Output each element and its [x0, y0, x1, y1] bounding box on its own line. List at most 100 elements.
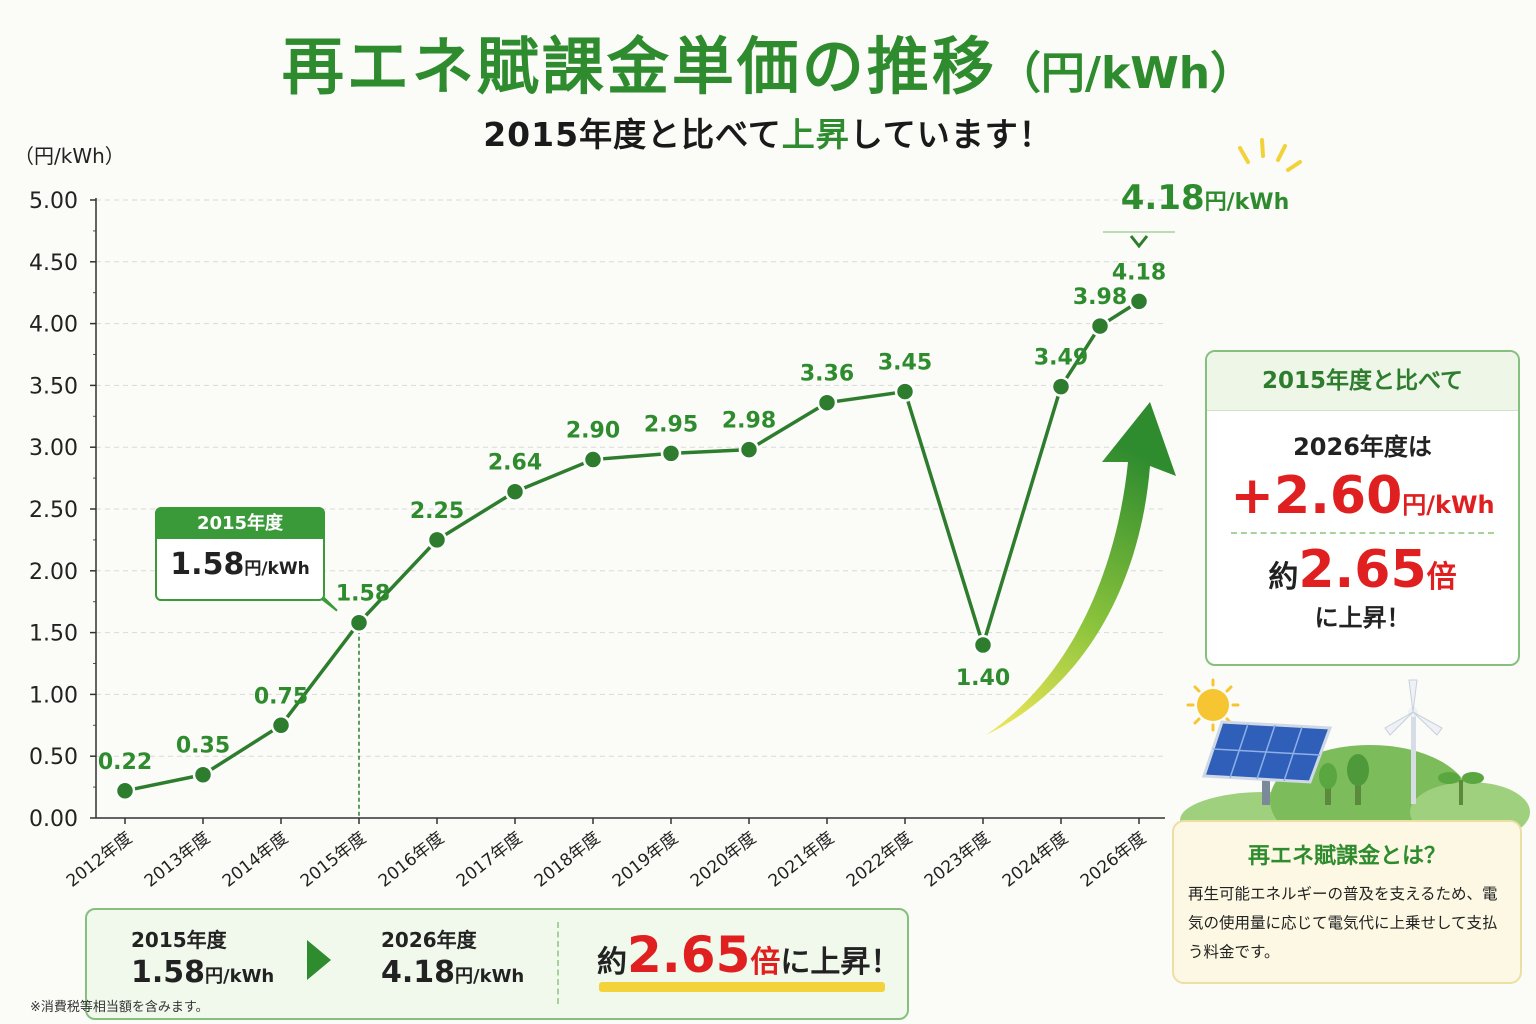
- x-tick-label: 2014年度: [219, 828, 292, 891]
- x-tick-label: 2017年度: [453, 828, 526, 891]
- sun-rays-icon: [1238, 138, 1302, 172]
- x-tick-label: 2020年度: [687, 828, 760, 891]
- data-point: [972, 634, 994, 656]
- subtitle-pre: 2015年度と比べて: [483, 115, 782, 154]
- data-label: 2.90: [566, 419, 620, 444]
- summary-to-value: 4.18円/kWh: [381, 955, 524, 990]
- data-label: 0.75: [254, 684, 308, 709]
- latest-value: 4.18: [1120, 178, 1205, 218]
- summary-ratio: 約2.65倍に上昇！: [597, 926, 900, 984]
- data-label: 3.45: [878, 351, 932, 376]
- comparison-header: 2015年度と比べて: [1207, 352, 1518, 411]
- footnote: ※消費税等相当額を含みます。: [30, 1000, 209, 1015]
- info-title: 再エネ賦課金とは？: [1247, 844, 1446, 869]
- highlight-marker: [599, 982, 885, 992]
- data-labels: 0.22 0.35 0.75 1.58 2.25 2.64 2.90 2.95 2.98 3.36…: [98, 231, 1175, 775]
- chevron-down-icon: [1129, 235, 1149, 249]
- comparison-year: 2026年度は: [1293, 433, 1432, 461]
- data-point: [738, 439, 760, 460]
- y-tick-label: 2.00: [29, 560, 78, 585]
- summary-divider: [557, 922, 559, 1004]
- latest-value-unit: 円/kWh: [1204, 190, 1290, 215]
- summary-ratio-suffix: 倍: [750, 945, 781, 980]
- data-label: 2.25: [410, 499, 464, 524]
- title-unit: （円/kWh）: [996, 48, 1255, 99]
- x-tick-label: 2015年度: [297, 828, 370, 891]
- subtitle-post: しています！: [849, 115, 1053, 154]
- comparison-diff-unit: 円/kWh: [1402, 491, 1495, 519]
- y-axis-unit: （円/kWh）: [14, 144, 125, 168]
- y-tick-label: 3.50: [29, 374, 78, 399]
- y-tick-label: 1.00: [29, 683, 78, 708]
- summary-ratio-post: に上昇！: [780, 945, 901, 980]
- data-point: [504, 481, 526, 502]
- comparison-ratio-value: 2.65: [1298, 540, 1427, 600]
- data-label: 3.49: [1034, 346, 1088, 371]
- subtitle-highlight: 上昇: [781, 115, 850, 154]
- comparison-diff-value: +2.60: [1230, 466, 1403, 526]
- summary-to-year: 2026年度: [381, 928, 477, 952]
- arrow-right-icon: [307, 940, 331, 980]
- x-tick-label: 2012年度: [63, 828, 136, 891]
- data-point: [426, 529, 448, 551]
- summary-ratio-prefix: 約: [597, 945, 627, 980]
- grid-lines: [96, 199, 1165, 757]
- y-tick-label: 3.00: [29, 436, 78, 461]
- data-label: 3.98: [1073, 285, 1127, 310]
- y-tick-label: 1.50: [29, 622, 78, 647]
- data-point: [192, 764, 214, 785]
- x-tick-label: 2018年度: [531, 828, 604, 891]
- y-tick-label: 4.00: [29, 313, 78, 338]
- summary-from-value: 1.58円/kWh: [131, 955, 274, 990]
- summary-from-year: 2015年度: [131, 928, 227, 952]
- data-point: [348, 612, 370, 633]
- summary-from-number: 1.58: [131, 955, 206, 990]
- rising-arrow-icon: [986, 402, 1176, 735]
- summary-from: 2015年度 1.58円/kWh: [131, 924, 274, 990]
- chart-title: 再エネ賦課金単価の推移（円/kWh）: [0, 16, 1536, 106]
- y-tick-label: 0.00: [29, 807, 78, 832]
- callout-2015-value: 1.58円/kWh: [157, 547, 323, 582]
- data-point: [894, 381, 916, 402]
- summary-ratio-value: 2.65: [627, 926, 751, 984]
- data-label: 3.36: [800, 362, 854, 387]
- data-label: 2.64: [488, 451, 542, 476]
- y-tick-label: 5.00: [29, 189, 78, 214]
- x-tick-label: 2013年度: [141, 828, 214, 891]
- x-tick-label: 2021年度: [765, 828, 838, 891]
- callout-2015: 2015年度 1.58円/kWh: [155, 507, 325, 601]
- data-label: 0.35: [176, 734, 230, 759]
- chart-subtitle: 2015年度と比べて上昇しています！: [0, 108, 1536, 156]
- comparison-divider: [1231, 532, 1494, 534]
- summary-to-number: 4.18: [381, 955, 456, 990]
- data-point: [114, 780, 136, 802]
- callout-2015-number: 1.58: [170, 547, 245, 582]
- info-box: 再エネ賦課金とは？ 再生可能エネルギーの普及を支えるため、電気の使用量に応じて電…: [1172, 820, 1522, 984]
- y-tick-label: 0.50: [29, 745, 78, 770]
- info-text: 再生可能エネルギーの普及を支えるため、電気の使用量に応じて電気代に上乗せして支払…: [1188, 885, 1498, 961]
- data-label: 1.40: [956, 666, 1010, 691]
- callout-2015-year: 2015年度: [157, 509, 323, 539]
- summary-box: 2015年度 1.58円/kWh 2026年度 4.18円/kWh 約2.65倍…: [85, 908, 909, 1020]
- data-point: [1050, 376, 1072, 397]
- y-tick-label: 2.50: [29, 498, 78, 523]
- comparison-ratio-prefix: 約: [1268, 560, 1299, 595]
- data-label: 1.58: [336, 582, 390, 607]
- data-points: [114, 291, 1150, 802]
- comparison-ratio-suffix: 倍: [1426, 560, 1457, 595]
- summary-to: 2026年度 4.18円/kWh: [381, 924, 524, 990]
- comparison-tail: に上昇！: [1314, 604, 1411, 632]
- x-tick-label: 2023年度: [921, 828, 994, 891]
- summary-from-unit: 円/kWh: [205, 966, 275, 987]
- data-point: [582, 449, 604, 470]
- title-main: 再エネ賦課金単価の推移: [281, 30, 997, 103]
- data-point: [816, 392, 838, 413]
- data-label: 2.98: [722, 409, 776, 434]
- data-point: [660, 443, 682, 464]
- data-point: [1089, 315, 1111, 337]
- x-tick-label: 2026年度: [1077, 828, 1150, 891]
- data-point: [270, 715, 292, 736]
- latest-value-callout: 4.18円/kWh: [1110, 178, 1300, 218]
- y-tick-label: 4.50: [29, 251, 78, 276]
